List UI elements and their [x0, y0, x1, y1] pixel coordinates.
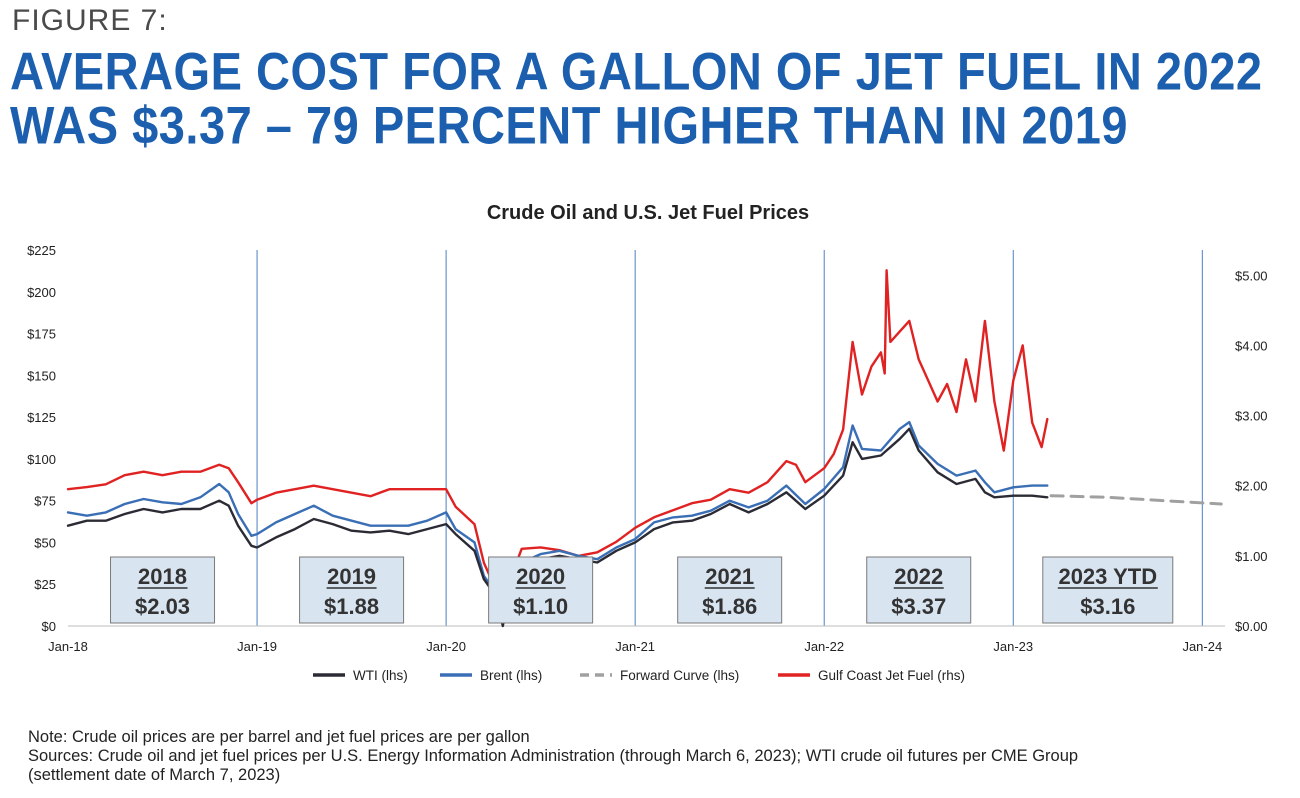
year-box [866, 556, 972, 624]
year-box-label: 2023 YTD [1058, 564, 1157, 589]
year-box-label: 2018 [138, 564, 187, 589]
year-box-label: 2021 [705, 564, 754, 589]
legend-label: WTI (lhs) [353, 668, 408, 683]
x-tick-label: Jan-18 [48, 639, 88, 654]
year-box [1042, 556, 1174, 624]
chart-title: Crude Oil and U.S. Jet Fuel Prices [487, 202, 809, 224]
x-tick-label: Jan-19 [237, 639, 277, 654]
headline-line-2: WAS $3.37 – 79 PERCENT HIGHER THAN IN 20… [10, 95, 1129, 155]
x-tick-label: Jan-21 [615, 639, 655, 654]
x-tick-label: Jan-20 [426, 639, 466, 654]
y-right-tick-label: $1.00 [1235, 549, 1268, 564]
year-box-label: 2019 [327, 564, 376, 589]
year-box [677, 556, 783, 624]
sources-text-line-2: (settlement date of March 7, 2023) [28, 766, 281, 784]
year-box-label: 2022 [894, 564, 943, 589]
note-text: Note: Crude oil prices are per barrel an… [28, 728, 530, 746]
year-box-price: $3.16 [1080, 594, 1135, 619]
y-left-tick-label: $75 [34, 494, 56, 509]
year-box-price: $2.03 [135, 594, 190, 619]
figure-label: FIGURE 7: [12, 4, 168, 37]
y-right-tick-label: $4.00 [1235, 338, 1268, 353]
y-left-tick-label: $50 [34, 535, 56, 550]
y-right-tick-label: $3.00 [1235, 409, 1268, 424]
year-box-price: $1.10 [513, 594, 568, 619]
y-left-tick-label: $0 [42, 619, 56, 634]
legend-label: Brent (lhs) [480, 668, 542, 683]
sources-text-line-1: Sources: Crude oil and jet fuel prices p… [28, 747, 1079, 765]
headline-line-1: AVERAGE COST FOR A GALLON OF JET FUEL IN… [10, 41, 1263, 101]
series-line-gulf-coast-jet-fuel-rhs [66, 269, 1049, 593]
year-box-price: $3.37 [891, 594, 946, 619]
y-left-tick-label: $150 [27, 368, 56, 383]
year-box-price: $1.86 [702, 594, 757, 619]
year-box [488, 556, 594, 624]
year-box [110, 556, 216, 624]
year-box-price: $1.88 [324, 594, 379, 619]
y-left-tick-label: $25 [34, 577, 56, 592]
y-left-tick-label: $125 [27, 410, 56, 425]
legend-label: Forward Curve (lhs) [620, 668, 739, 683]
x-tick-label: Jan-24 [1182, 639, 1222, 654]
y-left-tick-label: $200 [27, 285, 56, 300]
year-box [299, 556, 405, 624]
y-left-tick-label: $225 [27, 243, 56, 258]
y-left-tick-label: $100 [27, 452, 56, 467]
series-line-forward-curve-lhs [1049, 494, 1223, 506]
y-right-tick-label: $5.00 [1235, 268, 1268, 283]
year-box-label: 2020 [516, 564, 565, 589]
series-line-brent-lhs [66, 420, 1049, 594]
x-tick-label: Jan-22 [804, 639, 844, 654]
price-chart: Crude Oil and U.S. Jet Fuel Prices Jan-18… [27, 202, 1268, 683]
x-tick-label: Jan-23 [993, 639, 1033, 654]
y-right-tick-label: $2.00 [1235, 479, 1268, 494]
chart-notes: Note: Crude oil prices are per barrel an… [28, 728, 1078, 785]
y-left-tick-label: $175 [27, 327, 56, 342]
y-right-tick-label: $0.00 [1235, 619, 1268, 634]
legend-label: Gulf Coast Jet Fuel (rhs) [818, 668, 965, 683]
